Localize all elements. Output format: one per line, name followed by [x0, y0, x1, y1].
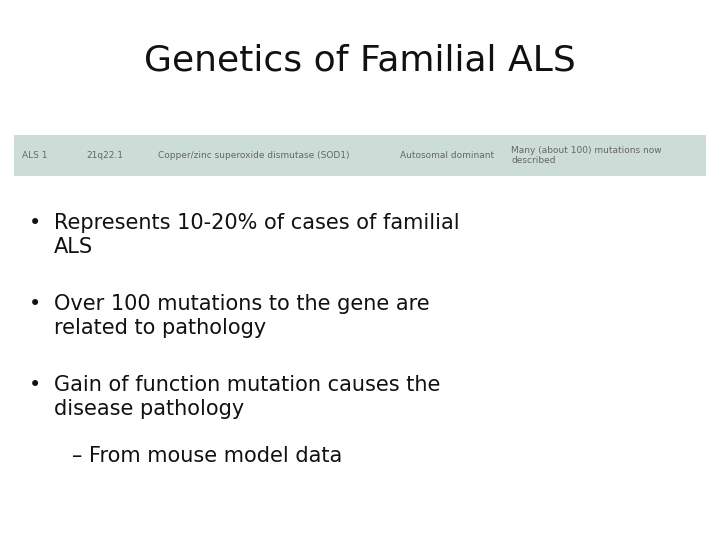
Text: Gain of function mutation causes the
disease pathology: Gain of function mutation causes the dis…	[54, 375, 441, 419]
Text: ALS 1: ALS 1	[22, 151, 47, 160]
FancyBboxPatch shape	[14, 135, 706, 176]
Text: •: •	[29, 294, 41, 314]
Text: Represents 10-20% of cases of familial
ALS: Represents 10-20% of cases of familial A…	[54, 213, 459, 257]
Text: Many (about 100) mutations now
described: Many (about 100) mutations now described	[511, 146, 662, 165]
Text: •: •	[29, 375, 41, 395]
Text: •: •	[29, 213, 41, 233]
Text: – From mouse model data: – From mouse model data	[72, 446, 342, 465]
Text: Over 100 mutations to the gene are
related to pathology: Over 100 mutations to the gene are relat…	[54, 294, 430, 338]
Text: Copper/zinc superoxide dismutase (SOD1): Copper/zinc superoxide dismutase (SOD1)	[158, 151, 350, 160]
Text: Genetics of Familial ALS: Genetics of Familial ALS	[144, 43, 576, 77]
Text: Autosomal dominant: Autosomal dominant	[400, 151, 494, 160]
Text: 21q22.1: 21q22.1	[86, 151, 123, 160]
